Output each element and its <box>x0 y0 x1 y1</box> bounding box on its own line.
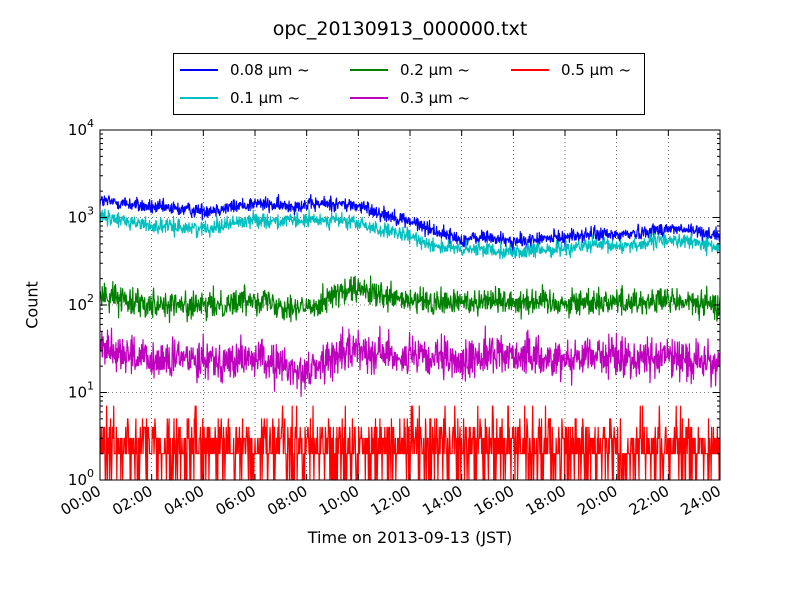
series-line-1 <box>99 208 721 260</box>
legend-label: 0.08 μm ~ <box>230 61 310 79</box>
y-axis-label: Count <box>22 281 42 329</box>
y-tick-label: 103 <box>68 205 94 227</box>
legend: 0.08 μm ~ 0.1 μm ~ 0.2 μm ~ 0.3 μm ~ 0.5… <box>173 53 645 115</box>
legend-label: 0.1 μm ~ <box>230 89 301 107</box>
x-tick-label: 22:00 <box>626 482 672 519</box>
legend-label: 0.2 μm ~ <box>400 61 471 79</box>
y-tick-label: 102 <box>68 292 94 314</box>
x-tick-label: 02:00 <box>109 482 155 519</box>
x-tick-labels: 00:00 02:00 04:00 06:00 08:00 10:00 12:00 14:00… <box>58 482 724 519</box>
x-tick-label: 04:00 <box>161 482 207 519</box>
y-tick-labels: 100 101 102 103 104 <box>68 117 94 489</box>
chart-title: opc_20130913_000000.txt <box>272 18 528 40</box>
x-tick-label: 16:00 <box>471 482 517 519</box>
x-tick-label: 20:00 <box>574 482 620 519</box>
y-tick-label: 100 <box>68 467 94 489</box>
x-tick-label: 12:00 <box>368 482 414 519</box>
x-axis-label: Time on 2013-09-13 (JST) <box>307 528 513 547</box>
x-tick-label: 24:00 <box>678 482 724 519</box>
legend-swatch <box>180 69 218 71</box>
x-tick-label: 18:00 <box>523 482 569 519</box>
legend-swatch <box>350 69 388 71</box>
x-tick-label: 14:00 <box>419 482 465 519</box>
x-tick-label: 08:00 <box>264 482 310 519</box>
legend-label: 0.5 μm ~ <box>561 61 632 79</box>
series-line-0 <box>99 194 721 253</box>
legend-swatch <box>511 69 549 71</box>
x-tick-label: 06:00 <box>213 482 259 519</box>
x-tick-label: 10:00 <box>316 482 362 519</box>
series-line-3 <box>99 325 721 397</box>
y-tick-label: 101 <box>68 380 94 402</box>
plot-border <box>99 129 721 481</box>
legend-swatch <box>350 97 388 99</box>
grid-lines <box>100 130 720 480</box>
legend-label: 0.3 μm ~ <box>400 89 471 107</box>
y-tick-label: 104 <box>68 117 94 139</box>
legend-swatch <box>180 97 218 99</box>
series-line-2 <box>99 275 721 324</box>
